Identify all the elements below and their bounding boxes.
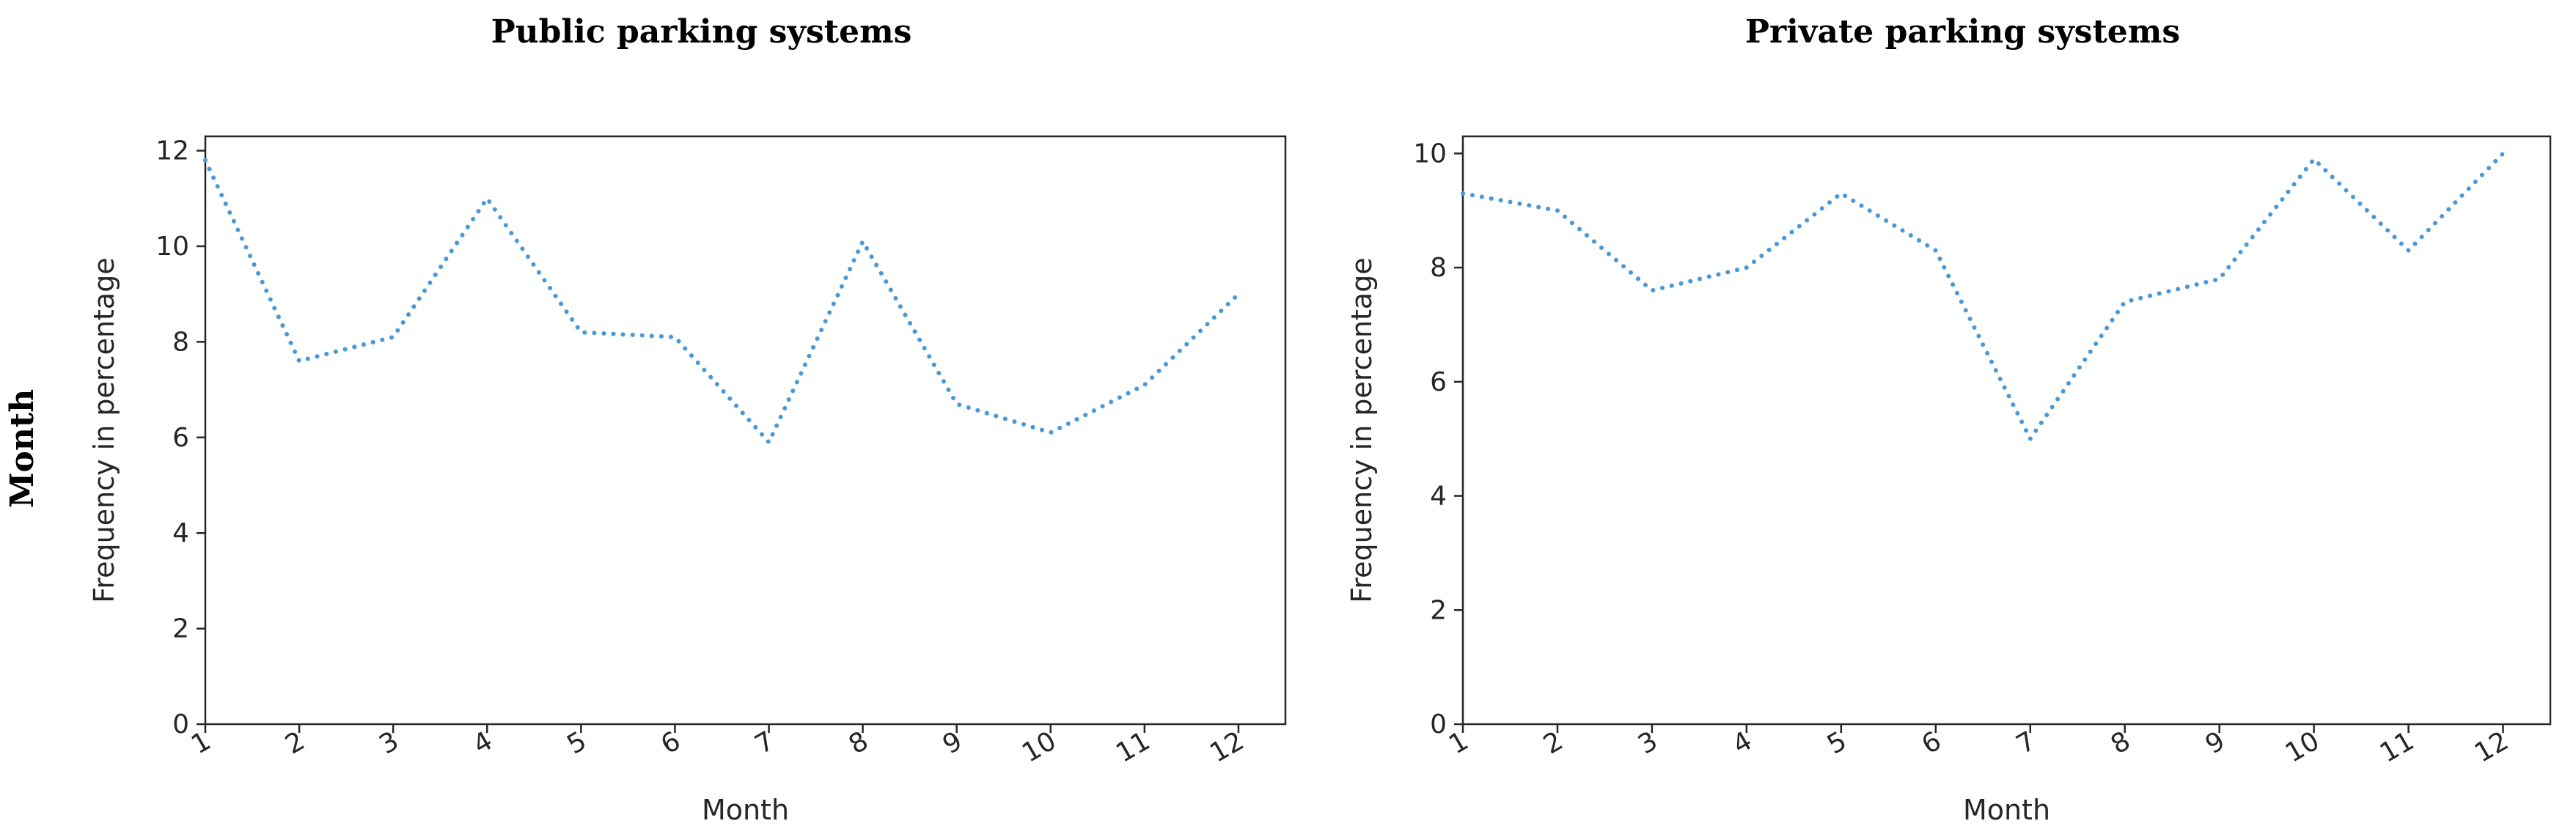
chart-1-x-tick-label: 6 (656, 726, 686, 760)
chart-1-data-point (205, 160, 206, 161)
chart-2-x-tick-label: 3 (1633, 726, 1662, 760)
chart-2-y-tick-label: 8 (1430, 253, 1447, 283)
chart-1-x-tick-label: 4 (468, 726, 497, 760)
chart-1-plot-frame (204, 135, 1287, 726)
chart-1-y-tick-label: 10 (155, 232, 189, 262)
chart-2-data-point (1463, 193, 1464, 194)
chart-1-y-tick-label: 8 (172, 327, 189, 357)
chart-1-x-tick-label: 8 (844, 726, 873, 760)
chart-2-x-tick-label: 2 (1538, 726, 1568, 760)
chart-1-y-axis-label: Frequency in percentage (88, 257, 120, 603)
chart-1-x-tick-label: 9 (938, 726, 967, 760)
chart-2-data-point (2124, 301, 2125, 302)
chart-2-y-tick-label: 4 (1430, 482, 1447, 512)
chart-2-x-tick-label: 6 (1917, 726, 1946, 760)
chart-2-x-tick-label: 9 (2201, 726, 2230, 760)
chart-2-data-point (1651, 290, 1652, 291)
chart-1-y-tick-label: 0 (172, 710, 189, 740)
chart-1-x-tick-label: 2 (280, 726, 309, 760)
side-label: Month (4, 389, 41, 508)
chart-1-data-point (1144, 385, 1145, 386)
chart-2-plot-frame (1461, 135, 2552, 726)
chart-1-y-tick-label: 2 (172, 614, 189, 644)
chart-1-x-tick-label: 1 (186, 726, 216, 760)
chart-2-x-axis-label: Month (1963, 794, 2050, 826)
chart-2-x-tick-label: 1 (1444, 726, 1473, 760)
chart-1-x-tick-label: 11 (1111, 726, 1155, 768)
chart-1-data-point (487, 198, 488, 199)
chart-2-data-point (1935, 250, 1936, 251)
chart-1-x-tick-label: 3 (374, 726, 403, 760)
chart-2-data-point (2408, 250, 2409, 251)
chart-2-x-tick-label: 7 (2011, 726, 2041, 760)
chart-2-x-tick-label: 8 (2106, 726, 2135, 760)
chart-2-x-tick-label: 12 (2470, 726, 2514, 768)
chart-1-data-point (1238, 294, 1239, 295)
chart-2-series-line (1461, 151, 2506, 443)
chart-2-title: Private parking systems (1745, 13, 2180, 51)
chart-2-x-tick-label: 10 (2280, 726, 2324, 768)
chart-2-y-tick-label: 10 (1413, 139, 1447, 169)
chart-2-y-tick-label: 6 (1430, 367, 1447, 397)
chart-1-x-tick-label: 12 (1205, 726, 1249, 768)
chart-2-x-tick-label: 11 (2375, 726, 2419, 768)
chart-1-title: Public parking systems (491, 13, 912, 51)
chart-1-data-point (393, 336, 394, 337)
chart-1-data-point (768, 442, 769, 443)
chart-2-x-tick-label: 5 (1822, 726, 1852, 760)
chart-2-x-tick-label: 4 (1728, 726, 1757, 760)
chart-2-y-tick-label: 2 (1430, 595, 1447, 625)
chart-1-x-tick-label: 5 (562, 726, 592, 760)
chart-1-y-tick-label: 6 (172, 423, 189, 453)
chart-1-y-tick-label: 12 (155, 136, 189, 166)
chart-2-y-axis-label: Frequency in percentage (1346, 257, 1378, 603)
chart-1-x-axis-label: Month (702, 794, 789, 826)
chart-2-y-tick-label: 0 (1430, 710, 1447, 740)
chart-1-series-line (203, 158, 1241, 446)
chart-1-x-tick-label: 7 (750, 726, 779, 760)
chart-1-data-point (956, 404, 957, 405)
chart-1-data-point (862, 241, 863, 242)
chart-1-x-tick-label: 10 (1017, 726, 1061, 768)
chart-1-y-tick-label: 4 (172, 518, 189, 548)
chart-1-data-point (1050, 432, 1051, 433)
chart-2-data-point (2313, 159, 2314, 160)
